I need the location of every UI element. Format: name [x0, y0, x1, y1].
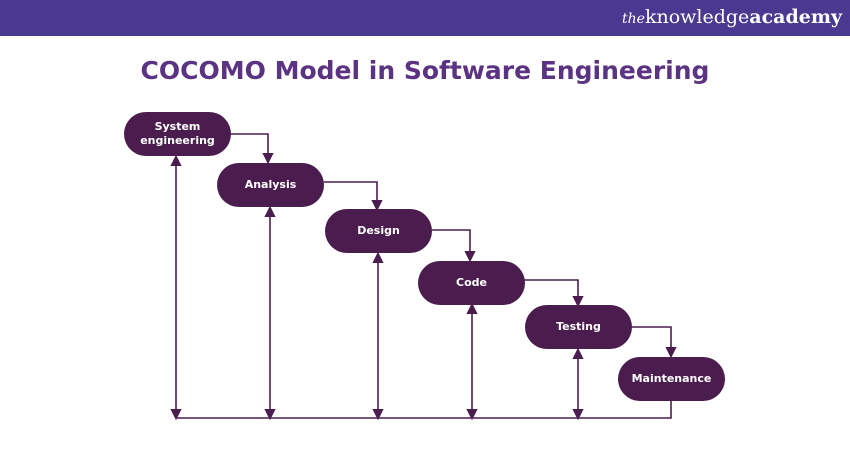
step-arrow-1 — [231, 133, 274, 165]
node-analysis: Analysis — [217, 163, 324, 207]
node-code: Code — [418, 261, 525, 305]
node-label: Design — [357, 224, 400, 237]
node-maintenance: Maintenance — [618, 357, 725, 401]
node-label: Code — [456, 276, 487, 289]
node-label: Maintenance — [631, 372, 712, 385]
page-title: COCOMO Model in Software Engineering — [140, 56, 710, 85]
logo-prefix: the — [622, 11, 645, 27]
return-baseline — [176, 401, 672, 419]
node-label: Analysis — [244, 178, 297, 191]
header-bar: theknowledgeacademy — [0, 0, 850, 36]
node-testing: Testing — [525, 305, 632, 349]
step-arrow-5 — [632, 326, 677, 359]
step-arrow-3 — [432, 229, 476, 263]
brand-logo[interactable]: theknowledgeacademy — [622, 5, 842, 31]
node-label: Testing — [556, 320, 601, 333]
step-arrow-4 — [524, 279, 584, 308]
node-system-engineering: System engineering — [124, 112, 231, 156]
node-design: Design — [325, 209, 432, 253]
logo-name-bold: academy — [749, 6, 842, 28]
logo-name-regular: knowledge — [644, 6, 750, 28]
node-label: System engineering — [140, 120, 215, 147]
step-arrow-2 — [324, 181, 383, 212]
